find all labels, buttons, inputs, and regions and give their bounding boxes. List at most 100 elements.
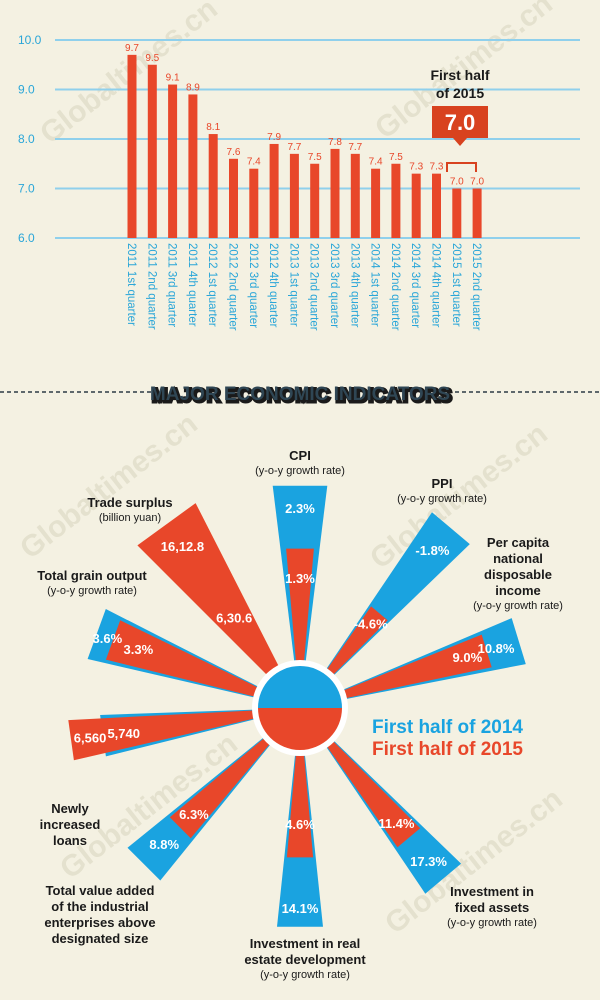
value-2015-industrial: 6.3% <box>179 807 209 822</box>
bar <box>208 134 218 238</box>
label-loans-title-2: increased <box>40 817 101 832</box>
value-2014-fixed: 17.3% <box>410 854 447 869</box>
bar <box>472 188 482 238</box>
x-tick-label: 2015 2nd quarter <box>470 243 482 331</box>
label-income-title-4: income <box>495 583 541 598</box>
label-industrial-title-4: designated size <box>52 931 149 946</box>
center-disc-2014 <box>258 666 342 708</box>
label-cpi-subtitle: (y-o-y growth rate) <box>255 465 345 477</box>
value-2015-trade: 16,12.8 <box>161 539 204 554</box>
first-half-2015-callout: First half of 2015 7.0 <box>430 67 490 172</box>
center-disc-2015 <box>258 708 342 750</box>
label-realestate-subtitle: (y-o-y growth rate) <box>260 969 350 981</box>
bar-2015-income <box>300 634 492 708</box>
bar-value-label: 7.4 <box>369 157 383 168</box>
y-tick-label: 7.0 <box>18 182 35 196</box>
bar-value-label: 7.5 <box>308 152 322 163</box>
bar-2015-realestate <box>286 708 314 858</box>
bar-2015-trade <box>137 503 300 708</box>
y-tick-label: 9.0 <box>18 83 35 97</box>
bar-value-label: 9.7 <box>125 43 139 54</box>
label-loans-title-1: Newly <box>51 801 89 816</box>
x-tick-label: 2012 2nd quarter <box>227 243 239 331</box>
label-industrial-title-2: of the industrial <box>51 899 149 914</box>
label-income-title-3: disposable <box>484 567 552 582</box>
section-heading: MAJOR ECONOMIC INDICATORS <box>150 384 450 405</box>
callout-value: 7.0 <box>445 110 476 135</box>
y-tick-label: 6.0 <box>18 231 35 245</box>
bar <box>432 173 441 238</box>
bar-value-label: 8.1 <box>206 122 220 133</box>
bar-2015-cpi <box>286 548 314 708</box>
label-grain-subtitle: (y-o-y growth rate) <box>47 585 137 597</box>
bar <box>330 148 340 238</box>
value-2015-income: 9.0% <box>453 650 483 665</box>
value-2014-ppi: -1.8% <box>415 543 449 558</box>
x-tick-label: 2014 3rd quarter <box>409 243 421 328</box>
label-ppi-title: PPI <box>432 476 453 491</box>
label-industrial-title-1: Total value added <box>46 883 155 898</box>
callout-value-box <box>432 106 488 138</box>
bar-value-label: 7.9 <box>267 132 281 143</box>
x-tick-label: 2013 4th quarter <box>348 243 360 328</box>
label-fixed-subtitle: (y-o-y growth rate) <box>447 917 537 929</box>
bar-value-label: 7.3 <box>430 162 444 173</box>
bar-value-label: 7.7 <box>287 142 301 153</box>
value-2015-fixed: 11.4% <box>378 816 415 831</box>
bar <box>452 188 462 238</box>
bar-value-label: 8.9 <box>186 82 200 93</box>
label-loans-title-3: loans <box>53 833 87 848</box>
callout-line1: First half <box>430 67 489 83</box>
label-fixed-title-2: fixed assets <box>455 900 529 915</box>
bar-value-label: 9.1 <box>166 73 180 84</box>
x-tick-label: 2012 1st quarter <box>206 243 218 327</box>
bar-value-label: 7.6 <box>227 147 241 158</box>
value-2014-trade: 6,30.6 <box>216 610 252 625</box>
bar-value-label: 7.4 <box>247 157 261 168</box>
x-tick-label: 2011 4th quarter <box>186 243 198 327</box>
value-2015-realestate: 4.6% <box>285 817 315 832</box>
bar <box>350 153 360 238</box>
bar <box>188 94 198 238</box>
label-income-title-2: national <box>493 551 543 566</box>
value-2015-grain: 3.3% <box>124 642 154 657</box>
bar <box>147 64 157 238</box>
bar-value-label: 7.3 <box>409 162 423 173</box>
indicators-radial-chart: 2.3% 1.3% -1.8% -4.6% 10.8%9.0% 17.3% 11.4% 14.… <box>68 485 526 927</box>
label-grain-title: Total grain output <box>37 568 147 583</box>
label-income-subtitle: (y-o-y growth rate) <box>473 600 563 612</box>
value-2014-income: 10.8% <box>478 641 515 656</box>
value-2014-loans: 5,740 <box>107 726 140 741</box>
x-tick-label: 2013 3rd quarter <box>328 243 340 328</box>
bar <box>269 143 279 238</box>
value-2015-cpi: 1.3% <box>285 571 315 586</box>
bar <box>229 158 238 238</box>
x-tick-label: 2014 4th quarter <box>430 243 442 328</box>
x-tick-label: 2014 1st quarter <box>369 243 381 327</box>
value-2014-cpi: 2.3% <box>285 501 315 516</box>
x-tick-label: 2011 1st quarter <box>125 243 137 326</box>
bar <box>391 163 401 238</box>
section-heading-shadow: MAJOR ECONOMIC INDICATORS <box>152 386 452 407</box>
bar-value-label: 7.0 <box>470 177 484 188</box>
bar-value-label: 7.8 <box>328 137 342 148</box>
bar <box>411 173 421 238</box>
bar-value-label: 7.0 <box>450 177 464 188</box>
bar <box>371 168 381 238</box>
value-2014-grain: 3.6% <box>93 631 123 646</box>
label-trade-title: Trade surplus <box>87 495 172 510</box>
value-2014-realestate: 14.1% <box>282 901 319 916</box>
bar <box>310 163 320 238</box>
label-fixed-title-1: Investment in <box>450 884 534 899</box>
label-cpi-title: CPI <box>289 448 311 463</box>
bar-2015-grain <box>105 620 301 708</box>
label-realestate-title-1: Investment in real <box>250 936 361 951</box>
x-tick-label: 2012 4th quarter <box>267 243 279 328</box>
label-trade-subtitle: (billion yuan) <box>99 512 161 524</box>
x-tick-label: 2012 3rd quarter <box>247 243 259 328</box>
x-tick-label: 2014 2nd quarter <box>389 243 401 331</box>
bar <box>249 168 259 238</box>
indicator-labels: CPI (y-o-y growth rate) PPI (y-o-y growt… <box>37 448 563 981</box>
